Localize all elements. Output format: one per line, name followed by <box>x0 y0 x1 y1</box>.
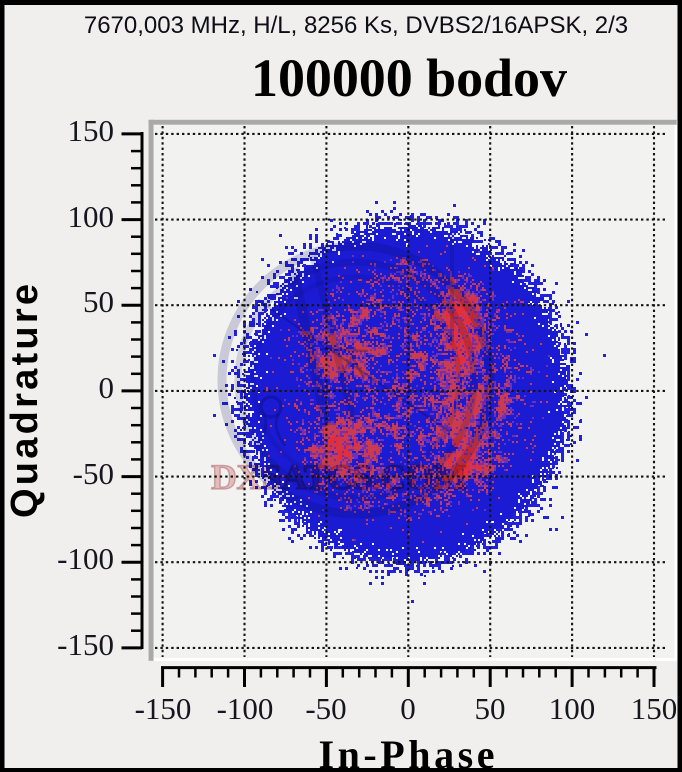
svg-text:-100: -100 <box>217 691 274 726</box>
svg-text:100000 bodov: 100000 bodov <box>251 48 567 108</box>
svg-text:-50: -50 <box>73 456 114 491</box>
svg-text:100: 100 <box>68 199 115 234</box>
svg-text:0: 0 <box>99 370 115 405</box>
svg-text:DXSATCS.COM: DXSATCS.COM <box>211 457 467 497</box>
svg-text:-100: -100 <box>57 541 114 576</box>
svg-text:-150: -150 <box>57 627 114 662</box>
svg-text:150: 150 <box>68 113 115 148</box>
svg-text:Quadrature: Quadrature <box>4 284 46 518</box>
svg-text:100: 100 <box>549 691 596 726</box>
svg-text:50: 50 <box>83 284 114 319</box>
svg-text:-150: -150 <box>135 691 192 726</box>
svg-text:-50: -50 <box>305 691 346 726</box>
svg-text:150: 150 <box>631 691 678 726</box>
svg-text:0: 0 <box>400 691 416 726</box>
svg-text:50: 50 <box>475 691 506 726</box>
svg-text:7670,003 MHz, H/L, 8256 Ks, DV: 7670,003 MHz, H/L, 8256 Ks, DVBS2/16APSK… <box>84 12 628 39</box>
